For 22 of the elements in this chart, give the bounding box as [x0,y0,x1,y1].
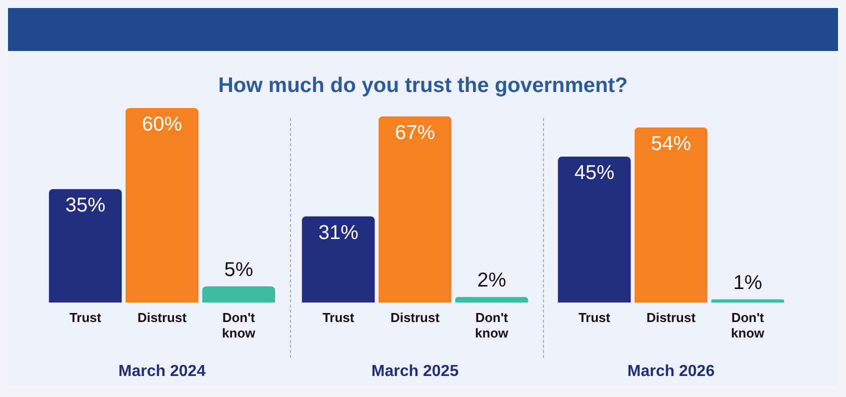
x-tick-label: Don't know [731,310,766,341]
x-axis-title: March 2026 [627,362,715,380]
x-tick-label: Trust [322,310,355,325]
data-label: 1% [733,272,762,294]
x-axis-title: March 2025 [371,362,459,380]
x-tick-label: Distrust [137,310,188,325]
x-tick-label: Trust [69,310,102,325]
data-label: 54% [650,132,692,155]
data-label: 60% [142,114,182,136]
x-tick-label: Don't know [222,310,256,341]
data-label: 5% [224,258,254,281]
text: How much do you trust the government? [217,74,629,98]
x-tick-label: Distrust [390,310,440,325]
data-label: 45% [574,162,615,184]
x-tick-label: Trust [578,310,611,325]
data-label: 67% [394,122,436,144]
x-axis-title: March 2024 [118,362,206,380]
data-label: 2% [477,270,506,292]
data-label: 35% [65,194,106,217]
x-tick-label: Don't know [475,310,510,341]
data-label: 31% [318,222,359,244]
x-tick-label: Distrust [646,310,696,325]
